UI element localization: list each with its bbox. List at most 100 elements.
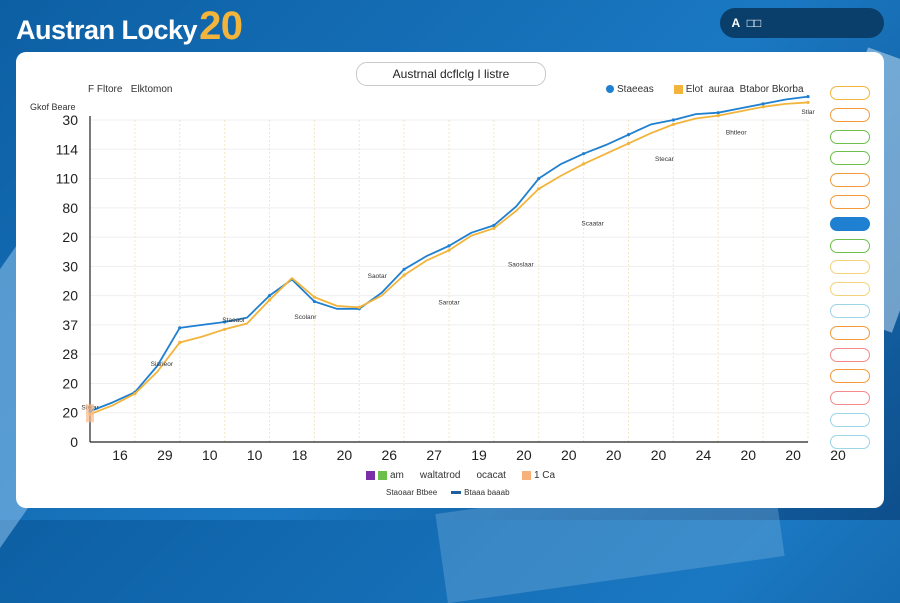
series-point-2 <box>582 162 586 166</box>
side-pill[interactable] <box>830 151 870 166</box>
x-tick-label: 18 <box>292 447 308 463</box>
side-pill[interactable] <box>830 238 870 253</box>
app-title-text: Austran Locky <box>16 15 198 45</box>
legend-entry-2: Elot auraa Btabor Bkorba <box>673 84 804 95</box>
x-tick-label: 20 <box>651 447 667 463</box>
point-label: Stecar <box>655 156 675 163</box>
series-point-1 <box>582 152 586 156</box>
x-tick-label: 26 <box>381 447 397 463</box>
series-point-1 <box>178 326 182 330</box>
side-pill[interactable] <box>830 347 870 362</box>
bottom-legend2-entry-1: Staoaar Btbee <box>386 488 438 497</box>
toolbar: A □□  <box>720 8 884 38</box>
series-point-2 <box>537 187 541 191</box>
x-tick-label: 20 <box>337 447 353 463</box>
toolbar-button-2[interactable]:  <box>784 16 804 30</box>
series-point-1 <box>626 133 631 137</box>
chart-title: Austrnal dcflclg I listre <box>356 62 546 86</box>
x-tick-label: 20 <box>740 447 756 463</box>
side-pill[interactable] <box>830 173 870 188</box>
y-tick-label: 110 <box>56 171 79 187</box>
side-pill[interactable] <box>830 129 870 144</box>
series-point-2 <box>447 248 451 252</box>
bottom-legend-2: Staoaar Btbee Btaaa baaab <box>386 488 510 497</box>
side-pill[interactable] <box>830 412 870 427</box>
y-tick-label: 80 <box>62 200 78 216</box>
side-pill[interactable] <box>830 325 870 340</box>
series-point-2 <box>671 122 675 126</box>
bottom-legend: am waltatrod ocacat 1 Ca <box>366 470 555 481</box>
x-tick-label: 27 <box>426 447 442 463</box>
bottom-legend-entry-1: am <box>366 470 404 481</box>
x-tick-label: 20 <box>561 447 577 463</box>
bottom-legend-entry-4-label: 1 Ca <box>533 470 556 481</box>
series-point-2 <box>178 340 182 345</box>
series-point-2 <box>492 226 496 230</box>
line-chart: 30 114 110 80 20 30 20 37 28 20 20 0 16 29 10 10 18 20 26 2… <box>56 94 846 463</box>
x-tick-label: 20 <box>785 447 801 463</box>
point-label: Bhtleor <box>726 130 747 137</box>
y-tick-label: 20 <box>62 229 78 245</box>
bottom-legend-entry-3: ocacat <box>476 470 506 481</box>
toolbar-button-1[interactable]: A □□ <box>731 16 762 30</box>
side-pill[interactable] <box>830 303 870 318</box>
point-label: Siarieor <box>151 361 174 368</box>
y-tick-label: 114 <box>56 141 79 157</box>
side-pill[interactable] <box>830 282 870 297</box>
series-point-2 <box>312 295 316 299</box>
toolbar-button-3[interactable] <box>826 16 839 30</box>
series-point-1 <box>806 94 810 99</box>
y-tick-label: 30 <box>62 112 78 128</box>
toolbar-button-4[interactable] <box>863 16 873 30</box>
side-pill[interactable] <box>830 86 870 100</box>
series-point-1 <box>402 267 406 271</box>
series-point-2 <box>626 141 631 146</box>
y-tick-label: 20 <box>62 288 78 304</box>
series-point-1 <box>537 176 541 181</box>
series-point-2 <box>357 305 361 309</box>
side-pill-list <box>830 86 870 457</box>
series-point-2 <box>223 327 227 331</box>
bottom-legend2-entry-2: Btaaa baaab <box>451 488 510 497</box>
series-point-1 <box>267 294 272 298</box>
y-tick-label: 0 <box>70 434 78 450</box>
series-point-2 <box>806 100 810 105</box>
side-pill[interactable] <box>830 260 870 275</box>
bottom-legend-entry-2: waltatrod <box>419 470 461 481</box>
series-point-1 <box>223 320 227 324</box>
series-point-2 <box>761 105 765 109</box>
series-point-2 <box>133 392 137 396</box>
app-title: Austran Locky20 <box>16 4 243 49</box>
point-label: Scolanr <box>294 314 317 321</box>
point-label: Sarotar <box>438 299 460 306</box>
side-pill[interactable] <box>830 107 870 122</box>
series-point-1 <box>716 111 720 115</box>
side-pill[interactable] <box>830 391 870 406</box>
bottom-legend-entry-4: 1 Ca <box>521 470 556 481</box>
app-title-number: 20 <box>199 4 243 48</box>
legend-top-left: F Fltore Elktomon <box>88 84 172 95</box>
point-label: Saoslaar <box>508 261 534 268</box>
chart-card: Austrnal dcflclg I listre F Fltore Elkto… <box>16 52 884 508</box>
legend-entry-1-label: Staeeas <box>617 84 654 95</box>
x-tick-label: 20 <box>516 447 532 463</box>
series-point-1 <box>492 223 496 227</box>
x-tick-label: 19 <box>471 447 487 463</box>
series-point-1 <box>447 244 451 248</box>
bottom-legend2-entry-2-label: Btaaa baaab <box>464 488 510 497</box>
side-pill[interactable] <box>830 216 870 231</box>
point-label: Staoaor <box>222 317 246 324</box>
legend-entry-2-label: Elot auraa Btabor Bkorba <box>685 84 804 95</box>
y-tick-label: 20 <box>62 375 78 391</box>
series-point-1 <box>761 102 765 106</box>
x-tick-label: 20 <box>606 447 622 463</box>
x-tick-label: 16 <box>112 447 128 463</box>
y-tick-label: 30 <box>62 258 78 274</box>
side-pill[interactable] <box>830 434 870 449</box>
series-point-1 <box>312 299 316 304</box>
side-pill[interactable] <box>830 369 870 384</box>
legend-top-left-label: F Fltore Elktomon <box>88 84 173 95</box>
side-pill[interactable] <box>830 194 870 209</box>
series-point-2 <box>267 298 272 302</box>
x-tick-label: 24 <box>696 447 712 463</box>
